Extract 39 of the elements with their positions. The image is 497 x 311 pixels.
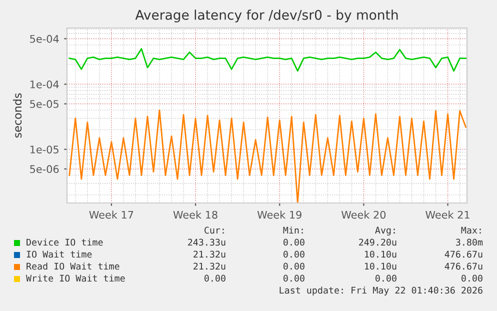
y-tick-label: 1e-05 xyxy=(30,146,58,154)
y-tick-label: 5e-06 xyxy=(30,165,59,174)
text: 3.80m xyxy=(456,238,483,246)
text: Cur: xyxy=(204,226,224,234)
x-tick-label: Week 17 xyxy=(89,210,134,219)
text: 10.10u xyxy=(364,262,396,270)
text: 0.00 xyxy=(284,250,304,258)
text: Min: xyxy=(283,226,303,234)
text: 0.00 xyxy=(284,238,304,246)
legend-label: Write IO Wait time xyxy=(26,274,125,282)
line-series xyxy=(68,109,466,203)
y-axis-title: seconds xyxy=(13,93,22,138)
x-tick-label: Week 21 xyxy=(426,210,470,219)
text: 476.67u xyxy=(444,250,482,258)
text: 0.00 xyxy=(284,274,304,282)
chart-title: Average latency for /dev/sr0 - by month xyxy=(135,10,398,22)
x-tick-label: Week 20 xyxy=(341,210,386,219)
legend-label: Device IO time xyxy=(26,238,103,246)
text: 0.00 xyxy=(376,274,396,282)
text: Max: xyxy=(461,226,481,234)
text: 476.67u xyxy=(444,262,482,270)
text: 0.00 xyxy=(284,262,304,270)
text: Avg: xyxy=(375,226,395,236)
y-tick-label: 1e-04 xyxy=(30,80,59,88)
text: Last update: Fri May 22 01:40:36 2026 xyxy=(280,286,482,296)
y-tick-label: 5e-05 xyxy=(30,100,58,108)
y-tick-label: 5e-04 xyxy=(30,34,59,43)
x-tick-label: Week 18 xyxy=(173,210,218,219)
text: 249.20u xyxy=(359,238,396,246)
x-tick-label: Week 19 xyxy=(257,210,302,219)
legend-label: Read IO Wait time xyxy=(26,262,120,270)
text: 21.32u xyxy=(194,250,226,258)
text: 243.33u xyxy=(188,238,226,246)
text: 10.10u xyxy=(364,250,396,258)
line-series xyxy=(68,48,466,72)
legend-label: IO Wait time xyxy=(26,250,92,258)
text: 0.00 xyxy=(204,274,226,282)
text: 21.32u xyxy=(194,262,226,270)
text: 0.00 xyxy=(462,274,482,282)
